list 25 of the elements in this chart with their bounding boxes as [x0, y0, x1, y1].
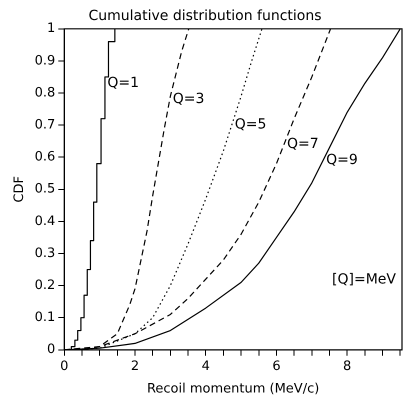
chart-title: Cumulative distribution functions: [88, 8, 322, 24]
series-label: Q=7: [287, 136, 319, 152]
y-tick-label: 0.1: [34, 310, 56, 326]
annotation: [Q]=MeV: [332, 271, 396, 288]
x-tick-label: 8: [343, 358, 352, 374]
y-tick-label: 0.6: [34, 150, 56, 165]
y-tick-label: 1: [46, 21, 56, 36]
y-tick-label: 0.3: [34, 246, 56, 261]
y-tick-label: 0.4: [34, 214, 56, 229]
y-tick-label: 0: [46, 342, 56, 358]
y-tick-label: 0.7: [34, 117, 56, 132]
y-tick-label: 0.9: [34, 53, 56, 68]
y-tick-label: 0.8: [34, 85, 56, 100]
y-tick-label: 0.5: [34, 182, 56, 197]
x-tick-label: 4: [202, 358, 210, 374]
x-tick-label: 6: [272, 358, 281, 374]
series-label: Q=3: [172, 91, 204, 108]
series-label: Q=1: [107, 75, 140, 92]
series-label: Q=9: [326, 152, 358, 168]
y-tick-label: 0.2: [34, 278, 56, 293]
y-axis-title: CDF: [12, 176, 28, 203]
x-tick-label: 2: [130, 358, 140, 374]
x-axis-title: Recoil momentum (MeV/c): [146, 382, 320, 397]
series-label: Q=5: [234, 116, 266, 133]
x-tick-label: 0: [60, 358, 68, 374]
